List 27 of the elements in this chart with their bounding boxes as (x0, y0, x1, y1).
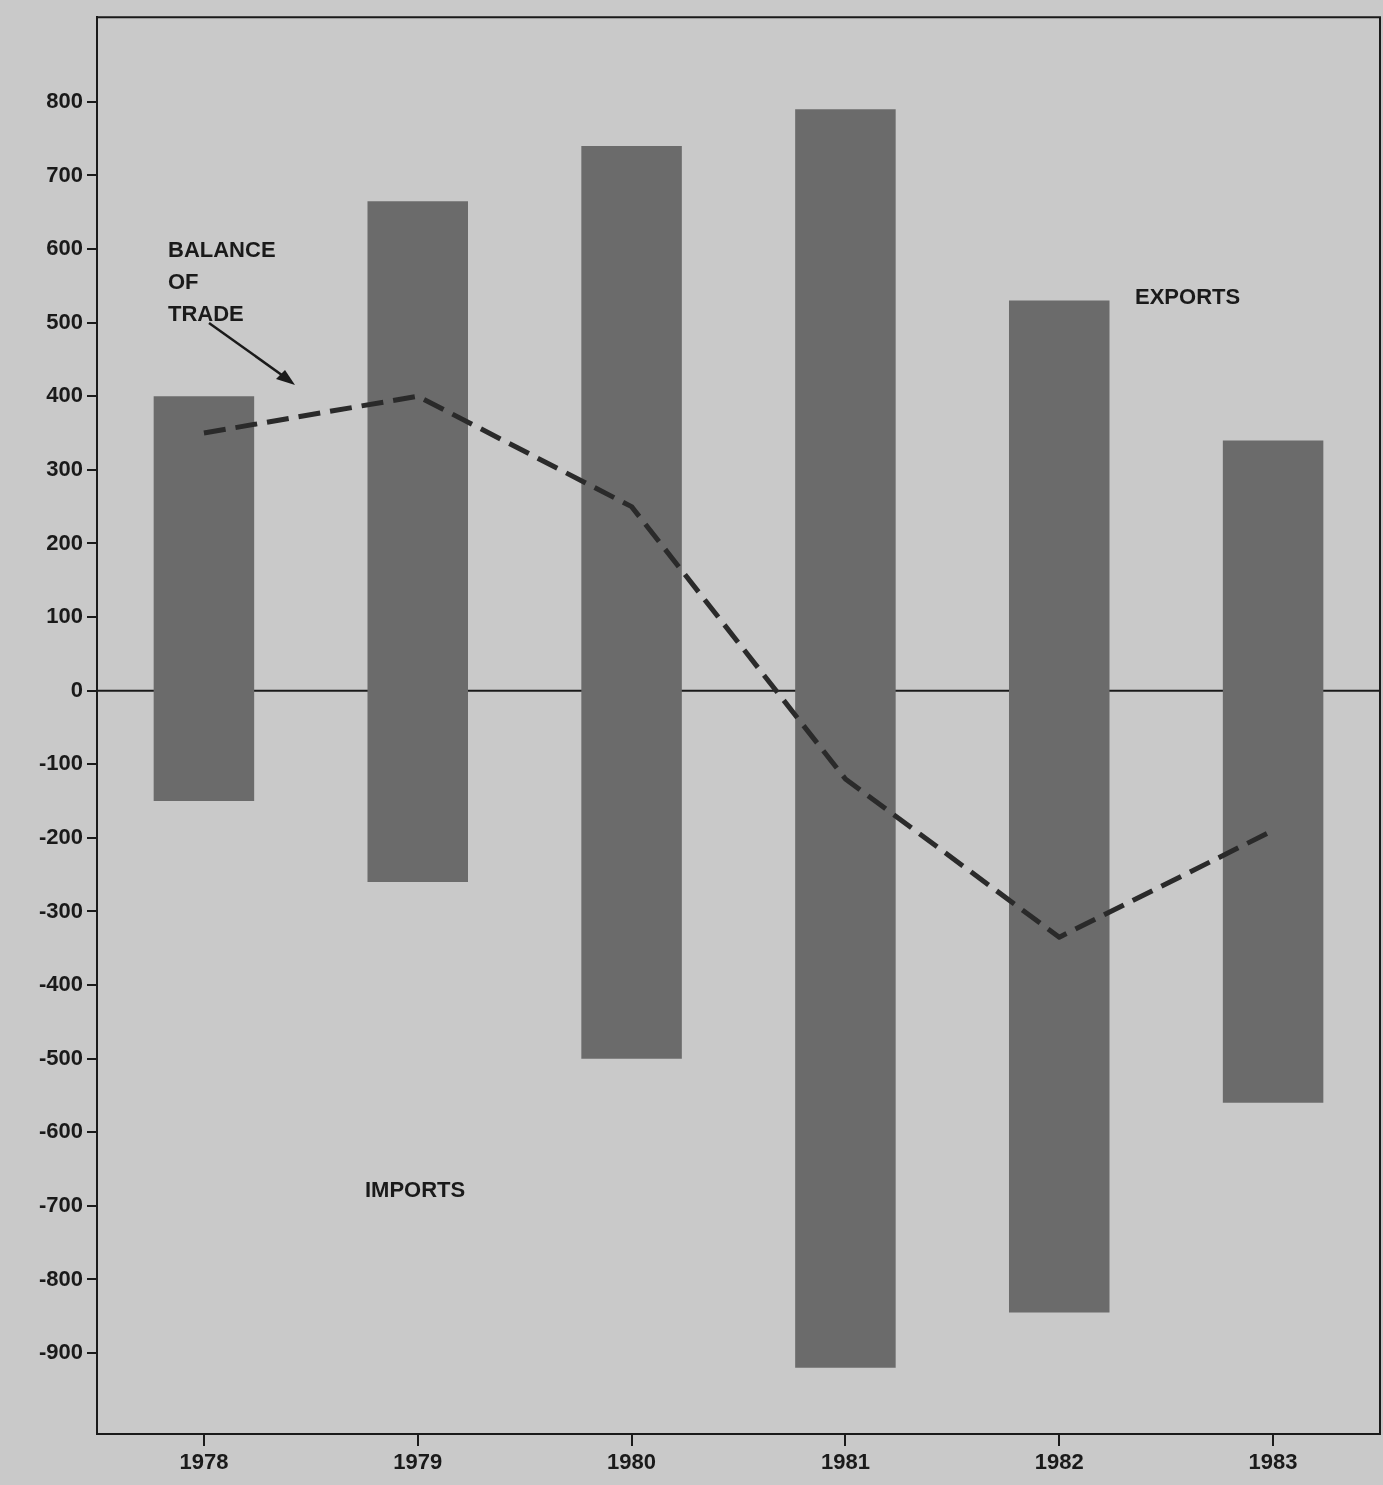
x-tick-label: 1983 (1248, 1449, 1298, 1475)
annotation: IMPORTS (365, 1177, 466, 1203)
y-tick-label: 500 (46, 308, 83, 334)
y-tick-label: -400 (38, 971, 83, 997)
y-tick-label: 800 (46, 87, 83, 113)
y-tick-label: -900 (38, 1339, 83, 1365)
y-tick-label: -600 (38, 1118, 83, 1144)
x-tick-label: 1981 (820, 1449, 870, 1475)
y-tick-label: 100 (46, 603, 83, 629)
annotation: BALANCE OF TRADE (168, 237, 276, 327)
y-tick-label: 400 (46, 382, 83, 408)
y-tick-label: -300 (38, 897, 83, 923)
y-tick-label: 200 (46, 529, 83, 555)
y-tick-label: 300 (46, 455, 83, 481)
y-tick-label: 600 (46, 235, 83, 261)
y-tick-label: -500 (38, 1044, 83, 1070)
y-tick-label: -100 (38, 750, 83, 776)
y-tick-label: 0 (70, 676, 83, 702)
y-tick-label: -200 (38, 823, 83, 849)
y-tick-label: -700 (38, 1191, 83, 1217)
x-tick-label: 1978 (179, 1449, 229, 1475)
x-tick-label: 1980 (607, 1449, 657, 1475)
x-tick-label: 1982 (1034, 1449, 1084, 1475)
y-tick-label: -800 (38, 1265, 83, 1291)
x-tick-label: 1979 (393, 1449, 443, 1475)
y-tick-label: 700 (46, 161, 83, 187)
annotation: EXPORTS (1135, 284, 1241, 310)
